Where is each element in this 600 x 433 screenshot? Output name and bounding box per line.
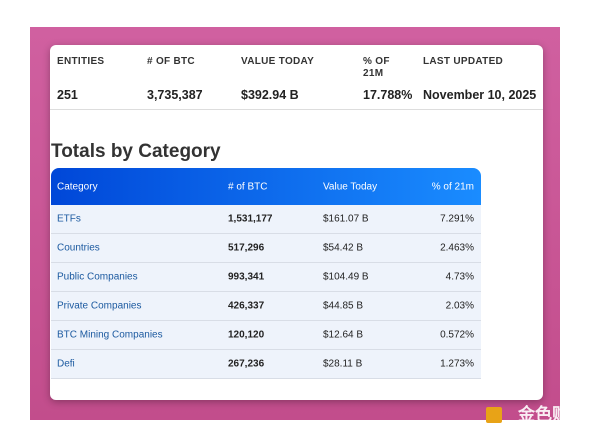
cell: Defi — [57, 358, 75, 370]
table-row: Private Companies 426,337 $44.85 B 2.03% — [51, 292, 481, 321]
column-header: Category — [57, 181, 98, 192]
table-row: Public Companies 993,341 $104.49 B 4.73% — [51, 263, 481, 292]
watermark: 金色财经 — [518, 405, 586, 424]
cell: $54.42 B — [323, 242, 364, 254]
cell: 2.03% — [445, 300, 474, 312]
cell: 7.291% — [440, 213, 474, 225]
cell: 2.463% — [440, 242, 474, 254]
summary-header: # OF BTC — [147, 56, 195, 67]
column-header: # of BTC — [228, 181, 268, 192]
summary-value: 251 — [57, 88, 78, 102]
column-header: Value Today — [323, 181, 378, 192]
cell: 267,236 — [228, 358, 265, 370]
column-header: % of 21m — [431, 181, 474, 192]
cell: 0.572% — [440, 329, 474, 341]
card: ENTITIES 251 # OF BTC 3,735,387 VALUE TODAY $… — [50, 45, 543, 400]
table-row: Defi 267,236 $28.11 B 1.273% — [51, 350, 481, 379]
cell: BTC Mining Companies — [57, 329, 163, 341]
summary-value: November 10, 2025 — [423, 88, 537, 102]
summary-header: LAST UPDATED — [423, 56, 504, 67]
cell: $104.49 B — [323, 271, 369, 283]
cell: $44.85 B — [323, 300, 364, 312]
summary-value: $392.94 B — [241, 88, 299, 102]
table-row: ETFs 1,531,177 $161.07 B 7.291% — [51, 205, 481, 234]
category-table: Category # of BTC Value Today % of 21m ETFs… — [51, 168, 481, 379]
summary-value: 17.788% — [363, 88, 413, 102]
table-header: Category # of BTC Value Today % of 21m — [51, 168, 481, 205]
cell: 993,341 — [228, 271, 265, 283]
cell: 4.73% — [445, 271, 474, 283]
summary-value: 3,735,387 — [147, 88, 203, 102]
separator — [50, 109, 543, 110]
cell: Countries — [57, 242, 100, 254]
cell: $12.64 B — [323, 329, 364, 341]
summary-header: VALUE TODAY — [241, 56, 315, 67]
cell: 426,337 — [228, 300, 265, 312]
cell: 517,296 — [228, 242, 265, 254]
cell: ETFs — [57, 213, 81, 225]
cell: Private Companies — [57, 300, 142, 312]
heading: Totals by Category — [51, 141, 221, 162]
summary-header: % OF 21M — [363, 56, 390, 79]
cell: 120,120 — [228, 329, 265, 341]
cell: Public Companies — [57, 271, 138, 283]
table-row: Countries 517,296 $54.42 B 2.463% — [51, 234, 481, 263]
cell: $161.07 B — [323, 213, 369, 225]
logo — [486, 407, 502, 423]
cell: 1,531,177 — [228, 213, 273, 225]
cell: 1.273% — [440, 358, 474, 370]
table-row: BTC Mining Companies 120,120 $12.64 B 0.572… — [51, 321, 481, 350]
cell: $28.11 B — [323, 358, 363, 370]
summary-header: ENTITIES — [57, 56, 105, 67]
